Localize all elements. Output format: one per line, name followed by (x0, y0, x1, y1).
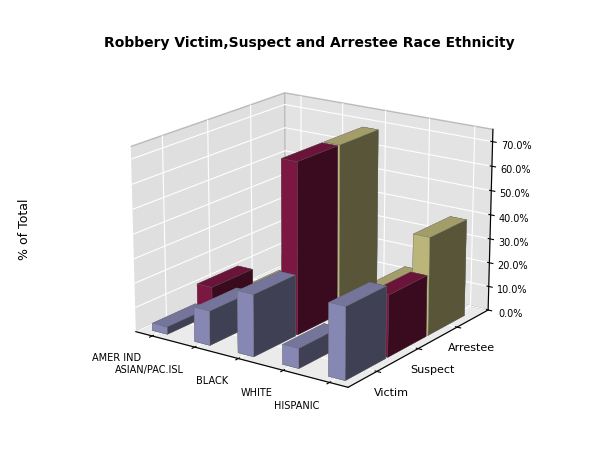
Text: % of Total: % of Total (17, 198, 31, 260)
Title: Robbery Victim,Suspect and Arrestee Race Ethnicity: Robbery Victim,Suspect and Arrestee Race… (104, 36, 514, 50)
